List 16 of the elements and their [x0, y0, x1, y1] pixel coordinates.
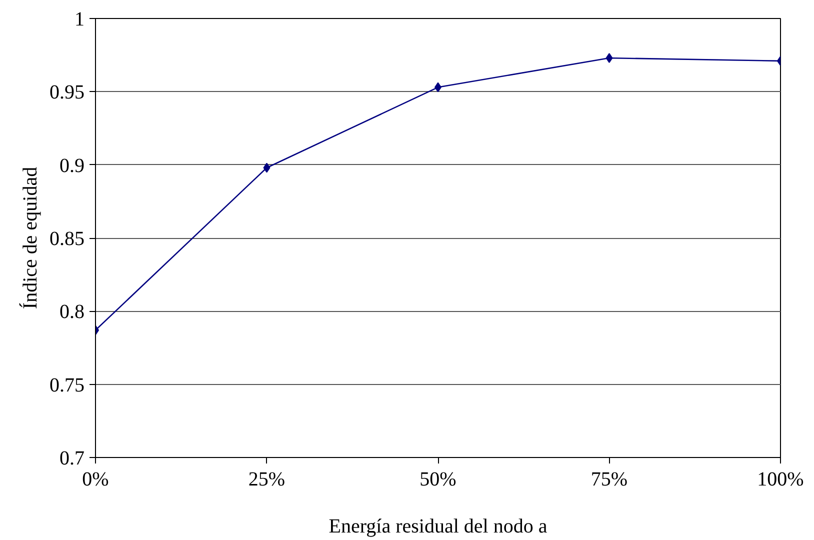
y-tick-label: 0.8	[60, 301, 84, 324]
y-tick-label: 0.75	[50, 374, 84, 396]
x-tick-label: 75%	[590, 468, 628, 490]
x-axis-title: Energía residual del nodo a	[328, 516, 548, 538]
y-tick-label: 0.85	[50, 228, 84, 250]
y-tick-label: 0.95	[50, 82, 84, 104]
y-tick-label: 0.9	[60, 154, 84, 177]
point	[263, 162, 270, 173]
y-tick-label: 0.7	[60, 448, 84, 470]
x-tick-label: 25%	[248, 468, 286, 490]
point	[606, 53, 613, 64]
x-tick-label: 50%	[420, 468, 456, 490]
y-tick-label: 1	[74, 8, 84, 30]
x-tick-label: 0%	[82, 468, 109, 490]
x-tick-label: 100%	[757, 468, 804, 490]
y-axis-title: Índice de equidad	[18, 166, 42, 310]
